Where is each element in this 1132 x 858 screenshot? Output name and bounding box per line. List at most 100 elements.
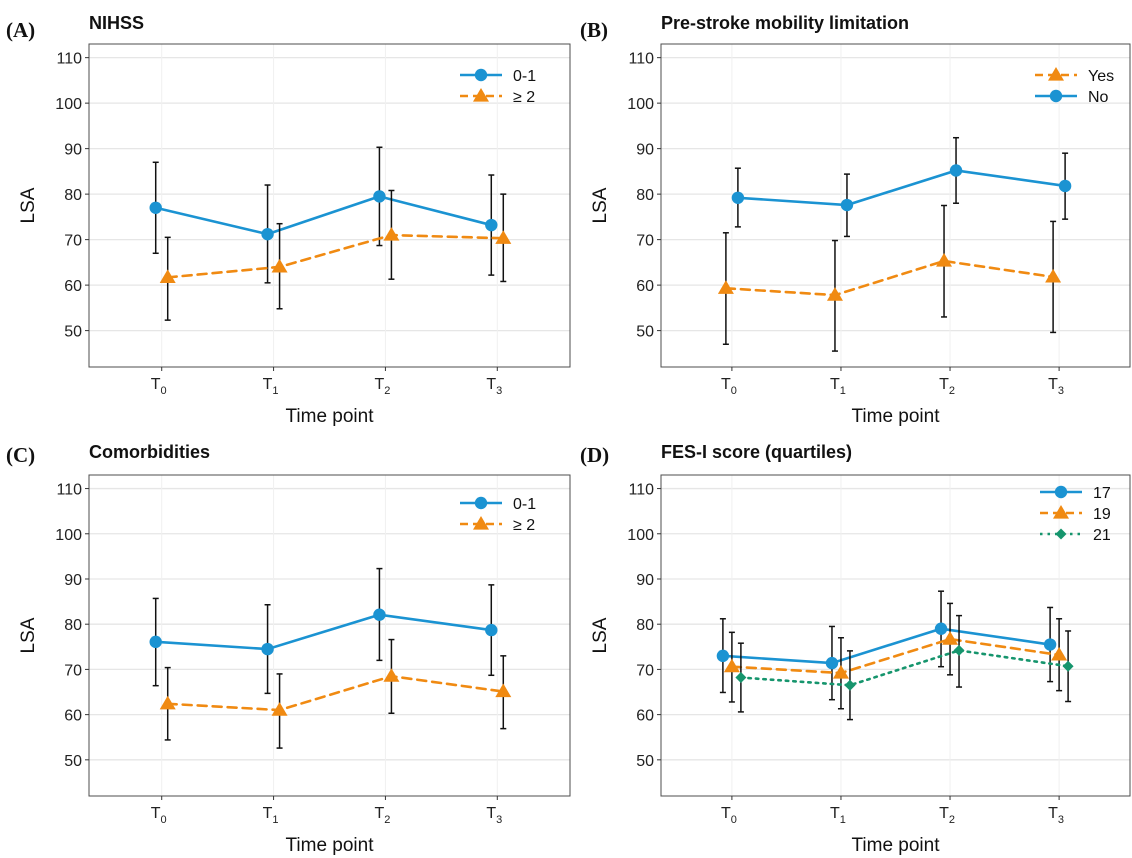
series-No (731, 136, 1072, 238)
series-line (736, 169, 1067, 207)
y-axis-title: LSA (590, 187, 611, 223)
x-tick-label: T1 (830, 805, 846, 826)
series-Yes (717, 204, 1062, 352)
series-line (724, 259, 1055, 297)
x-axis-title: Time point (286, 406, 375, 427)
data-point (942, 631, 959, 645)
data-point (373, 190, 386, 203)
data-point (953, 644, 965, 656)
data-point (949, 164, 963, 177)
x-tick-label: T3 (1048, 376, 1064, 397)
x-tick-label: T3 (486, 376, 502, 397)
data-point (1045, 268, 1062, 283)
data-point (1043, 638, 1057, 651)
plot-frame (88, 43, 571, 368)
data-point (840, 198, 854, 212)
x-axis-title: Time point (286, 835, 375, 856)
series-≥ 2 (159, 189, 512, 321)
y-tick-label: 80 (636, 187, 654, 204)
data-point (149, 635, 162, 649)
data-point (717, 280, 734, 294)
y-tick-label: 60 (64, 708, 82, 725)
legend-label: 0-1 (513, 496, 536, 513)
data-point (495, 230, 512, 244)
series-line (166, 233, 505, 279)
data-point (826, 287, 843, 301)
y-tick-label: 50 (64, 753, 82, 770)
legend-marker (474, 68, 488, 82)
series-0-1 (149, 146, 498, 284)
data-point (373, 608, 386, 621)
y-tick-label: 100 (627, 527, 654, 544)
series-line (730, 637, 1061, 675)
panel-title: FES-I score (quartiles) (661, 442, 852, 462)
panel-letter: (D) (580, 443, 609, 467)
y-tick-label: 90 (64, 572, 82, 589)
x-tick-label: T1 (830, 376, 846, 397)
x-tick-label: T1 (263, 805, 279, 826)
data-point (1058, 179, 1072, 193)
series-line (154, 613, 493, 651)
data-point (934, 622, 948, 635)
data-point (261, 227, 274, 241)
legend-label: ≥ 2 (513, 517, 535, 534)
data-point (159, 269, 176, 283)
y-tick-label: 90 (64, 142, 82, 159)
data-point (159, 695, 176, 710)
y-tick-label: 110 (628, 482, 654, 499)
y-tick-label: 70 (636, 662, 654, 679)
data-point (825, 656, 839, 670)
x-tick-label: T0 (151, 376, 167, 397)
plot-frame (660, 474, 1131, 797)
legend-marker (1053, 505, 1069, 519)
x-tick-label: T3 (1048, 805, 1064, 826)
panel-a: (A) NIHSS 50 60 70 80 90 100 110 T0 T1 T2 T3 Time poi… (6, 13, 571, 427)
series-line (721, 627, 1052, 665)
x-tick-label: T0 (721, 376, 737, 397)
legend-label: 17 (1093, 485, 1111, 502)
plot-frame (660, 43, 1131, 368)
legend-marker (1048, 67, 1064, 81)
x-tick-label: T2 (374, 805, 390, 826)
legend: 0-1≥ 2 (460, 68, 536, 106)
legend-marker (1049, 89, 1063, 103)
panel-letter: (A) (6, 18, 35, 42)
legend: 0-1≥ 2 (460, 496, 536, 534)
legend-marker (473, 516, 489, 530)
x-axis-title: Time point (852, 835, 941, 856)
legend: 17 19 21 (1040, 485, 1111, 544)
y-tick-label: 80 (636, 617, 654, 634)
y-tick-label: 90 (636, 142, 654, 159)
data-point (383, 227, 400, 241)
data-point (1051, 646, 1068, 661)
x-tick-label: T0 (151, 805, 167, 826)
data-point (485, 623, 498, 637)
x-tick-label: T2 (374, 376, 390, 397)
data-point (1062, 660, 1074, 672)
y-tick-label: 90 (636, 572, 654, 589)
data-point (271, 258, 288, 273)
y-tick-label: 60 (636, 278, 654, 295)
legend-label: ≥ 2 (513, 89, 535, 106)
series-17 (716, 590, 1057, 701)
y-tick-label: 70 (64, 662, 82, 679)
y-tick-label: 70 (64, 233, 82, 250)
y-tick-label: 80 (64, 617, 82, 634)
legend-label: No (1088, 89, 1109, 106)
panel-title: Comorbidities (89, 442, 210, 462)
y-tick-label: 110 (56, 51, 82, 68)
legend-marker (474, 496, 488, 510)
data-point (832, 665, 849, 679)
legend-label: Yes (1088, 68, 1114, 85)
data-point (261, 642, 274, 656)
y-tick-label: 100 (55, 96, 82, 113)
x-tick-label: T1 (263, 376, 279, 397)
y-tick-label: 110 (56, 482, 82, 499)
y-tick-label: 50 (636, 324, 654, 341)
panel-letter: (C) (6, 443, 35, 467)
x-axis-title: Time point (852, 406, 941, 427)
series-19 (723, 602, 1068, 710)
legend: Yes No (1035, 67, 1114, 106)
panel-title: Pre-stroke mobility limitation (661, 13, 909, 33)
